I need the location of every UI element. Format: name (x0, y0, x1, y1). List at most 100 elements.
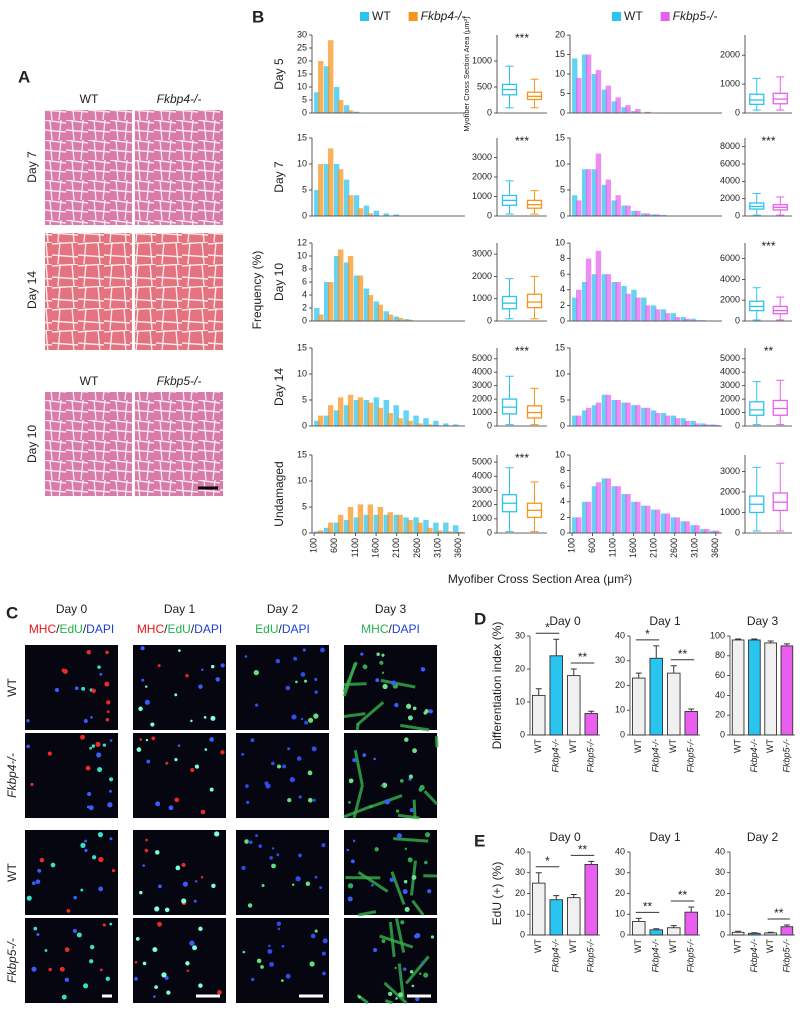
stain-label: MHC/EdU/DAPI (137, 622, 222, 636)
y-tick-label: 3000 (472, 485, 492, 495)
panel-label: E (474, 831, 485, 850)
nucleus (310, 933, 316, 939)
y-tick-label: 2 (560, 512, 565, 522)
y-axis-label: Differentiation index (%) (490, 622, 504, 750)
y-tick-label: 20 (715, 710, 725, 720)
nucleus (256, 958, 262, 964)
myotube (393, 837, 429, 843)
nucleus (412, 748, 417, 754)
histogram-bar (383, 400, 389, 426)
nucleus (381, 939, 386, 943)
y-tick-label: 3000 (720, 466, 740, 476)
histogram-bar (347, 507, 354, 533)
histogram-bar (575, 77, 582, 113)
histogram-bar (314, 190, 320, 216)
histogram-bar (387, 413, 393, 426)
nucleus (31, 881, 36, 886)
histogram-bar (670, 313, 677, 321)
nucleus (298, 795, 302, 799)
nucleus (269, 962, 274, 967)
nucleus (200, 876, 204, 879)
y-tick-label: 0 (620, 929, 625, 939)
nucleus (37, 868, 42, 873)
histogram-bar (337, 169, 344, 216)
micrograph (236, 918, 329, 1003)
nucleus (99, 968, 103, 972)
stain-name: MHC (361, 622, 389, 636)
nucleus (36, 932, 40, 937)
nucleus (48, 967, 52, 972)
nucleus (157, 921, 162, 927)
nucleus (146, 759, 151, 764)
nucleus (61, 994, 67, 1000)
nucleus (80, 842, 86, 848)
nucleus (139, 890, 143, 895)
nucleus (314, 875, 318, 879)
nucleus (260, 965, 264, 969)
nucleus (394, 702, 399, 708)
nucleus (314, 929, 318, 933)
nucleus (250, 738, 255, 743)
significance: *** (515, 134, 529, 148)
legend-label: Fkbp5-/- (673, 9, 718, 23)
histogram-bar (595, 482, 602, 533)
x-tick-label: Fkbp4-/- (749, 739, 759, 773)
nucleus (88, 805, 94, 811)
nucleus (423, 972, 429, 978)
nucleus (242, 950, 246, 954)
nucleus (136, 747, 142, 752)
nucleus (105, 650, 109, 655)
stain-name: EdU (167, 622, 190, 636)
column-header: WT (80, 92, 99, 106)
stain-label: MHC/EdU/DAPI (29, 622, 114, 636)
error-bar (635, 917, 642, 922)
bar (549, 899, 564, 936)
histogram-bar (367, 213, 374, 216)
nucleus (409, 808, 414, 813)
x-tick-label: WT (533, 739, 543, 753)
histogram-bar (367, 504, 374, 533)
nucleus (346, 848, 350, 852)
histogram-bar (572, 517, 578, 533)
nucleus (99, 672, 103, 676)
nucleus (402, 889, 408, 895)
nucleus (287, 797, 292, 803)
micrograph (25, 830, 118, 915)
y-tick-label: 0 (302, 420, 307, 430)
histogram-bar (635, 501, 641, 533)
histogram-bar (680, 317, 686, 321)
micrograph (133, 733, 226, 818)
y-tick-label: 5 (560, 394, 565, 404)
box (772, 399, 788, 416)
bar (684, 711, 699, 736)
nucleus (111, 869, 116, 873)
chart-title: Day 2 (747, 830, 779, 844)
x-tick-label: WT (633, 739, 643, 753)
histogram-bar (591, 169, 598, 216)
x-tick-label: WT (568, 739, 578, 753)
error-bar (553, 638, 560, 656)
histogram-bar (611, 200, 617, 216)
nucleus (83, 983, 89, 989)
histogram-bar (357, 397, 364, 426)
row-label: WT (5, 678, 19, 697)
error-bar (588, 860, 595, 865)
nucleus (396, 833, 402, 839)
y-tick-label: 2 (302, 302, 307, 312)
y-tick-label: 2 (560, 300, 565, 310)
nucleus (376, 652, 380, 656)
x-tick-label: 1100 (350, 538, 360, 557)
nucleus (105, 976, 110, 982)
row-label: Fkbp5-/- (5, 938, 19, 983)
y-tick-label: 500 (477, 81, 492, 91)
chart-title: Day 0 (549, 830, 581, 844)
micrograph (236, 830, 329, 915)
column-header: Fkbp5-/- (157, 374, 202, 388)
column-header: Day 3 (375, 602, 407, 616)
y-tick-label: 30 (515, 867, 525, 877)
panel-label: A (18, 67, 30, 86)
histogram-bar (670, 415, 677, 426)
y-tick-label: 0 (560, 420, 565, 430)
y-tick-label: 0 (735, 527, 740, 537)
nucleus (182, 881, 188, 887)
